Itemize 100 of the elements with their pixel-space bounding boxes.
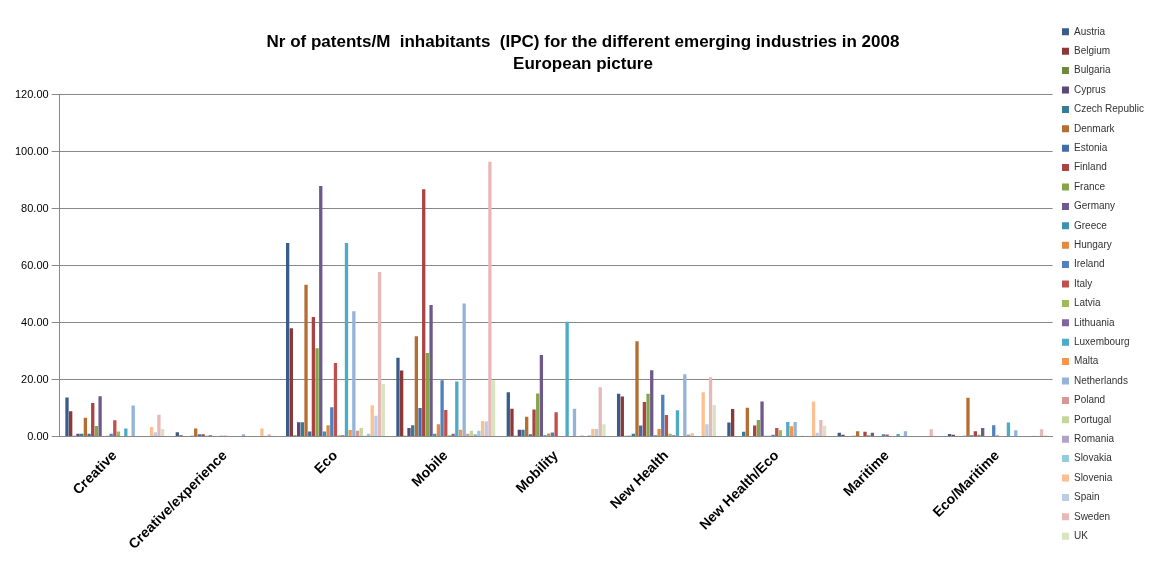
legend-label: Poland <box>1073 394 1106 406</box>
bar <box>701 392 705 437</box>
bar <box>444 410 448 437</box>
bar <box>756 420 761 437</box>
bar <box>374 415 378 437</box>
bar <box>650 370 654 437</box>
bar <box>113 420 117 437</box>
bar <box>477 430 481 437</box>
bar <box>109 433 113 437</box>
legend-label: France <box>1073 180 1106 192</box>
bar <box>175 432 179 437</box>
bar <box>429 304 433 437</box>
bar <box>664 414 669 437</box>
bar <box>657 428 661 437</box>
bar <box>786 422 790 437</box>
bar <box>407 428 411 437</box>
bar <box>966 397 970 437</box>
bar <box>712 404 716 437</box>
bar <box>675 410 680 437</box>
bar <box>153 432 157 437</box>
legend-label: Romania <box>1073 432 1115 444</box>
y-tick-label: 100.00 <box>14 144 49 157</box>
bar <box>708 377 713 437</box>
bar <box>315 348 319 437</box>
legend-label: Austria <box>1073 25 1106 37</box>
bar <box>778 430 783 437</box>
bar <box>91 402 95 437</box>
bar <box>311 316 316 437</box>
bar <box>411 425 415 437</box>
bar <box>300 422 305 437</box>
bar <box>646 393 650 437</box>
bar <box>69 411 73 437</box>
legend-label: Luxembourg <box>1073 335 1130 347</box>
bar <box>896 434 900 437</box>
bar <box>149 426 154 437</box>
legend-label: Denmark <box>1073 122 1116 134</box>
bar <box>602 424 606 437</box>
bar <box>322 431 327 437</box>
bar <box>973 431 977 437</box>
bar <box>705 424 709 437</box>
bar <box>157 414 161 437</box>
bar <box>400 370 404 437</box>
bar <box>521 429 525 437</box>
bar <box>455 381 459 437</box>
bar <box>639 425 643 437</box>
bar <box>330 407 334 437</box>
chart-title: Nr of patents/M inhabitants (IPC) for the different emerging industries in 2008 <box>266 31 900 51</box>
bar <box>396 357 400 437</box>
bar <box>466 433 470 437</box>
bar <box>793 422 797 437</box>
bar <box>308 431 312 437</box>
bar <box>616 393 621 437</box>
bar <box>510 408 514 437</box>
bar <box>683 374 687 437</box>
legend-label: Ireland <box>1073 258 1105 270</box>
bar <box>760 401 764 437</box>
bar <box>488 161 492 437</box>
bar <box>344 242 349 437</box>
bar <box>727 422 731 437</box>
bar <box>116 431 121 437</box>
legend-label: Belgium <box>1073 44 1111 56</box>
legend-label: Sweden <box>1073 510 1111 522</box>
bar <box>661 394 665 437</box>
bar <box>642 402 647 437</box>
bar <box>635 341 639 437</box>
legend-label: Italy <box>1073 277 1093 289</box>
bar <box>554 412 558 437</box>
y-tick-label: 60.00 <box>21 258 49 271</box>
legend-label: Greece <box>1073 219 1108 231</box>
bar <box>903 431 908 437</box>
legend-label: Malta <box>1073 355 1099 367</box>
legend-label: Portugal <box>1073 413 1112 425</box>
bar <box>730 408 735 437</box>
bar <box>87 433 91 437</box>
bar <box>491 380 496 437</box>
legend-label: Estonia <box>1073 141 1108 153</box>
x-tick-label: Eco <box>310 447 341 477</box>
bar <box>565 321 569 437</box>
bar <box>425 353 430 437</box>
bar <box>539 355 544 437</box>
bar <box>620 396 624 437</box>
bar <box>1039 429 1044 437</box>
bar <box>789 426 794 437</box>
bar <box>333 363 338 437</box>
y-tick-label: 0.00 <box>27 429 49 442</box>
legend-label: Slovakia <box>1073 452 1113 464</box>
bar <box>690 433 694 437</box>
legend-label: Hungary <box>1073 238 1112 250</box>
legend-label: UK <box>1073 529 1089 541</box>
y-tick-label: 120.00 <box>14 87 49 100</box>
legend-label: Finland <box>1073 161 1107 173</box>
y-tick-label: 20.00 <box>21 372 49 385</box>
bar <box>1014 430 1018 437</box>
bar <box>480 420 485 437</box>
legend-label: Germany <box>1073 200 1116 212</box>
bar <box>381 383 385 437</box>
bar <box>591 428 595 437</box>
bar <box>418 408 422 437</box>
legend-label: Slovenia <box>1073 471 1113 483</box>
bar <box>819 420 823 437</box>
